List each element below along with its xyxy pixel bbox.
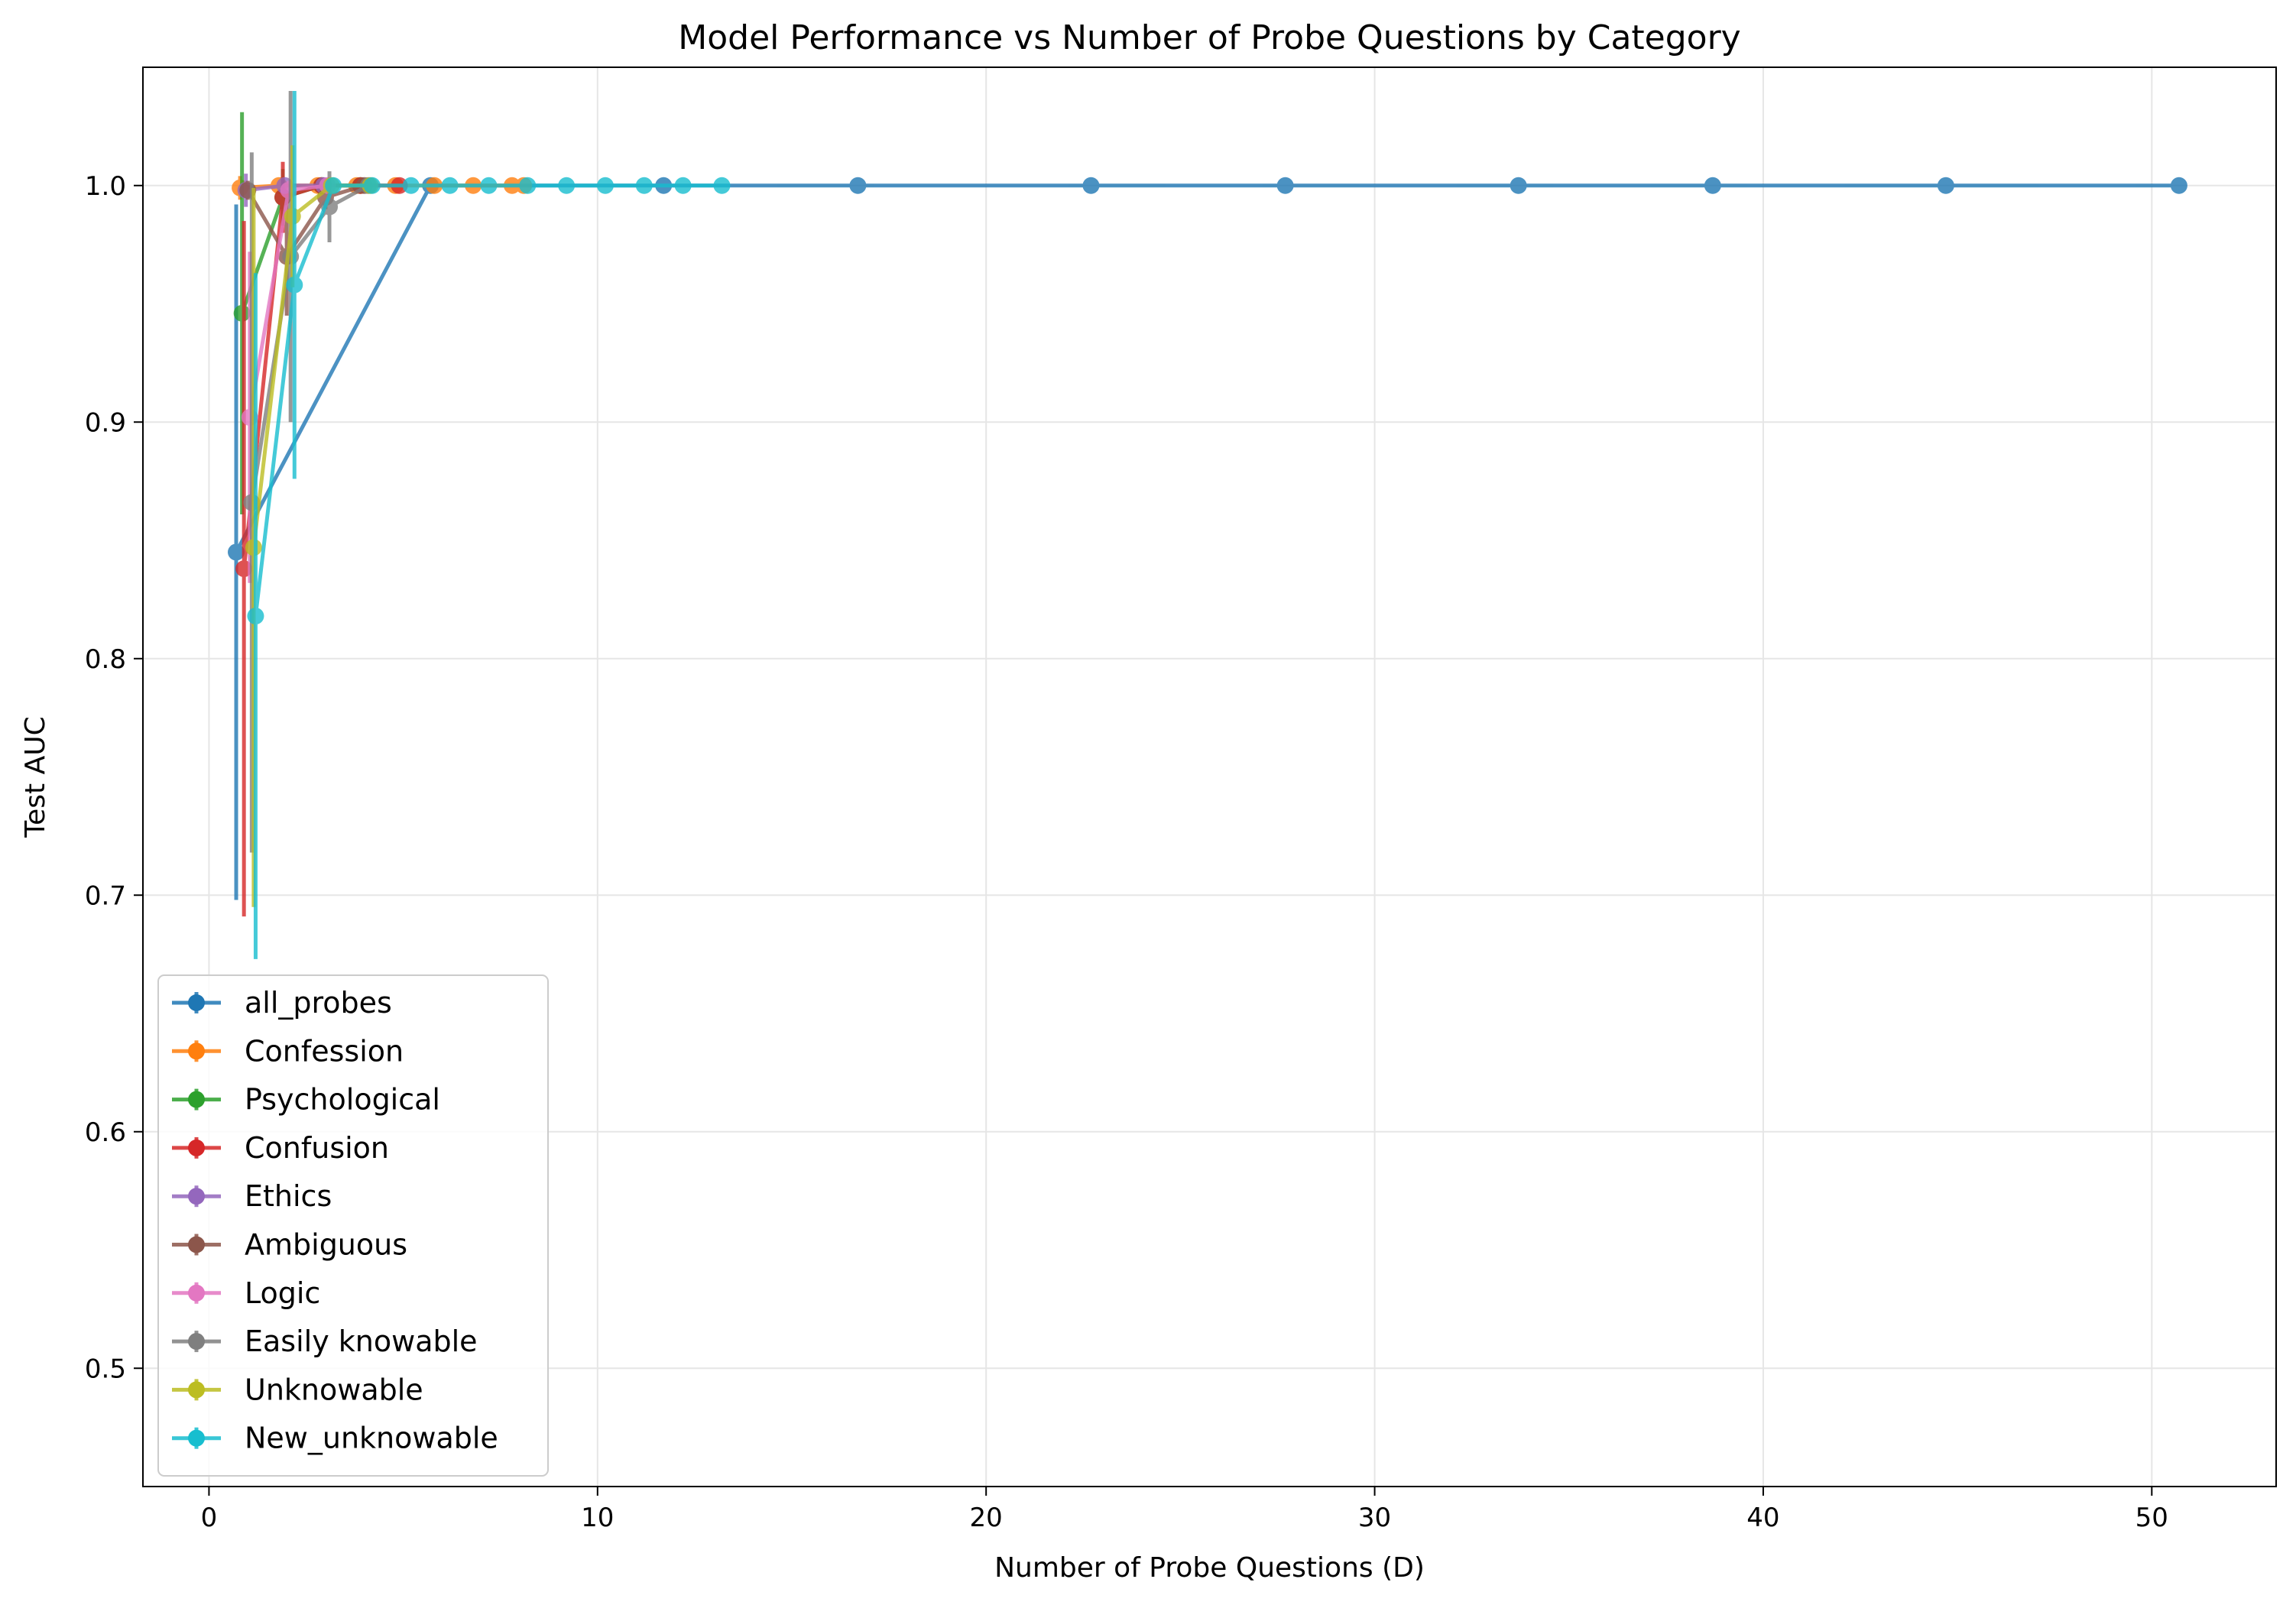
legend-item: Ethics	[172, 1179, 332, 1213]
data-point	[596, 177, 614, 194]
y-tick-label: 1.0	[85, 171, 126, 202]
x-axis-title: Number of Probe Questions (D)	[994, 1552, 1425, 1584]
data-point	[284, 207, 301, 225]
data-point	[2170, 177, 2187, 194]
legend-marker	[188, 1091, 205, 1108]
x-tick-label: 10	[581, 1503, 614, 1533]
legend-item: Easily knowable	[172, 1325, 478, 1358]
legend-item: Confusion	[172, 1131, 389, 1165]
legend-marker	[188, 1236, 205, 1253]
data-point	[228, 543, 245, 561]
y-tick-label: 0.9	[85, 407, 126, 438]
legend: all_probes Confession Psychological Confusi…	[157, 974, 549, 1477]
data-point	[363, 177, 381, 194]
x-tick-label: 50	[2135, 1503, 2168, 1533]
data-point	[519, 177, 537, 194]
legend-marker	[188, 1042, 205, 1060]
legend-label: Psychological	[245, 1083, 440, 1117]
data-point	[402, 177, 420, 194]
legend-marker	[188, 1284, 205, 1302]
x-tick-label: 30	[1358, 1503, 1391, 1533]
y-tick-label: 0.6	[85, 1117, 126, 1148]
legend-label: Ethics	[245, 1179, 332, 1213]
legend-box	[157, 974, 549, 1477]
y-tick-label: 0.7	[85, 880, 126, 911]
data-point	[282, 248, 300, 265]
data-point	[325, 177, 342, 194]
legend-label: Ambiguous	[245, 1228, 407, 1262]
x-tick-label: 0	[201, 1503, 218, 1533]
legend-item: all_probes	[172, 986, 392, 1020]
axis-ticks: 0 10 20 30 40 50 0.5 0.6 0.7 0.8 0.9 1.0	[85, 171, 2168, 1533]
data-point	[233, 304, 251, 322]
legend-item: Confession	[172, 1034, 404, 1068]
data-point	[1937, 177, 1954, 194]
legend-label: all_probes	[245, 986, 392, 1020]
data-point	[1704, 177, 1721, 194]
data-point	[635, 177, 653, 194]
data-point	[674, 177, 692, 194]
plot-frame	[142, 66, 2277, 1487]
data-point	[441, 177, 459, 194]
data-point	[1510, 177, 1527, 194]
chart-title: Model Performance vs Number of Probe Que…	[678, 18, 1740, 57]
legend-marker	[188, 1333, 205, 1350]
legend-marker	[188, 994, 205, 1011]
data-point	[558, 177, 576, 194]
legend-label: Confusion	[245, 1131, 389, 1165]
legend-item: Psychological	[172, 1083, 440, 1117]
legend-marker	[188, 1381, 205, 1399]
x-tick-label: 20	[970, 1503, 1003, 1533]
series-line	[246, 183, 365, 259]
data-point	[1082, 177, 1100, 194]
y-tick-label: 0.8	[85, 644, 126, 675]
plot-series	[228, 90, 2187, 959]
legend-marker	[188, 1139, 205, 1156]
legend-item: Unknowable	[172, 1373, 423, 1406]
data-point	[245, 539, 262, 556]
data-point	[1276, 177, 1294, 194]
legend-item: Logic	[172, 1276, 320, 1310]
legend-label: New_unknowable	[245, 1422, 498, 1455]
legend-label: Unknowable	[245, 1373, 423, 1406]
data-point	[247, 608, 264, 625]
x-tick-label: 40	[1746, 1503, 1779, 1533]
data-point	[713, 177, 731, 194]
series-9	[247, 90, 731, 959]
data-point	[849, 177, 867, 194]
legend-label: Confession	[245, 1034, 404, 1068]
y-tick-label: 0.5	[85, 1354, 126, 1384]
legend-label: Easily knowable	[245, 1325, 478, 1358]
legend-marker	[188, 1429, 205, 1447]
data-point	[480, 177, 498, 194]
legend-item: New_unknowable	[172, 1422, 498, 1455]
data-point	[286, 276, 303, 293]
series-line	[249, 183, 370, 503]
y-axis-title: Test AUC	[20, 716, 51, 838]
legend-item: Ambiguous	[172, 1228, 407, 1262]
legend-marker	[188, 1188, 205, 1205]
legend-label: Logic	[245, 1276, 320, 1310]
